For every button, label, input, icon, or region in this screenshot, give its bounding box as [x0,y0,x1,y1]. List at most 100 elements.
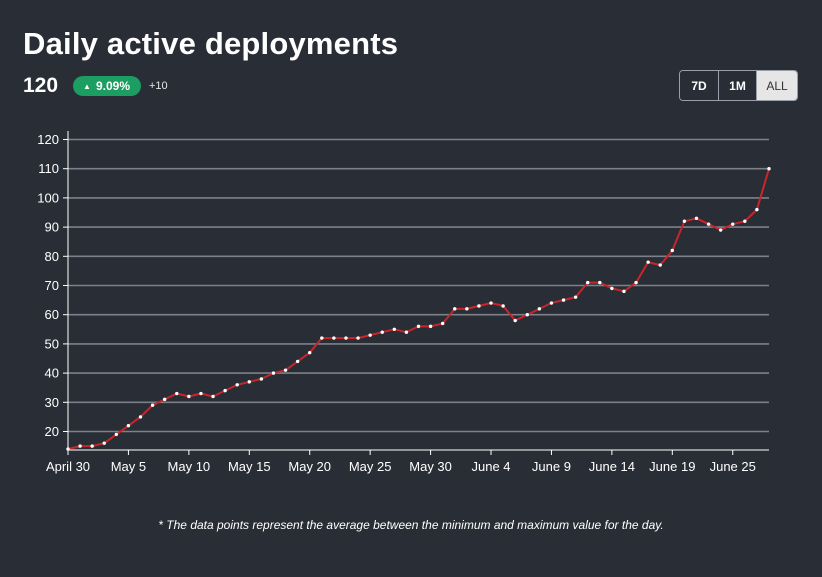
data-point [138,415,143,419]
data-point [271,371,276,375]
data-point [537,307,542,311]
data-point [392,327,397,331]
data-point [259,377,264,381]
data-point [332,336,336,340]
data-point [489,301,493,305]
y-tick-label: 120 [37,132,59,147]
data-point [66,447,70,451]
data-point [114,432,119,437]
data-point [380,330,384,334]
data-point [694,216,699,221]
x-tick-label: May 20 [288,459,331,474]
data-point [78,444,82,448]
data-point [344,336,348,340]
data-point [150,403,155,407]
data-point [320,336,324,340]
data-point [175,391,179,396]
data-point [211,394,215,399]
data-point [501,304,505,308]
y-tick-label: 80 [45,249,59,264]
change-absolute: +10 [149,80,168,92]
y-tick-label: 100 [37,190,59,205]
data-point [646,260,650,264]
data-point [598,280,602,285]
data-point [767,167,771,171]
data-point [610,286,614,291]
x-tick-label: June 4 [471,459,510,474]
range-7d-button[interactable]: 7D [680,71,718,100]
data-point [549,301,554,305]
x-tick-labels: April 30 May 5 May 10 May 15 May 20 May 25 May… [46,459,756,474]
data-point [573,295,578,299]
data-point [561,298,566,302]
data-point [440,321,445,326]
data-point [404,330,409,334]
x-tick-label: April 30 [46,459,90,474]
data-point [658,263,662,267]
x-tick-label: June 19 [649,459,695,474]
data-point [428,324,433,329]
data-point [513,318,517,323]
y-tick-label: 110 [38,161,59,176]
grid-lines [68,138,769,433]
range-all-button[interactable]: ALL [756,71,797,100]
range-1m-button[interactable]: 1M [718,71,756,100]
x-tick-label: May 30 [409,459,452,474]
data-point [102,441,106,445]
data-point [416,324,421,329]
change-percent: 9.09% [95,79,130,93]
x-tick-label: May 15 [228,459,271,474]
data-point [247,380,251,384]
axes [63,131,769,455]
y-tick-label: 30 [45,395,59,410]
y-tick-label: 90 [45,220,59,235]
data-point [235,383,239,387]
change-badge: ▲ 9.09% [73,76,141,96]
x-tick-label: June 14 [589,459,635,474]
x-tick-label: May 5 [111,459,146,474]
y-tick-label: 40 [45,366,59,381]
y-tick-label: 60 [45,307,59,322]
data-point [670,248,675,253]
y-tick-label: 20 [45,424,59,439]
data-point [90,444,94,448]
data-point [356,336,360,340]
data-point [295,359,300,364]
current-value: 120 [23,74,59,97]
page-title: Daily active deployments [23,26,399,61]
data-point [199,391,203,396]
y-tick-label: 50 [45,336,59,351]
data-point [368,333,372,337]
metric-summary: 120 ▲ 9.09% +10 [23,74,168,98]
data-point [525,313,529,317]
data-point [682,219,687,223]
y-tick-labels: 20 30 40 50 60 70 80 90 100 110 120 [37,132,59,439]
data-point [465,307,469,311]
data-point [755,207,759,212]
range-selector: 7D 1M ALL [679,70,798,101]
data-point [731,222,735,226]
data-point [622,289,626,294]
data-point [308,350,312,355]
data-point [453,307,457,311]
x-tick-label: May 25 [349,459,392,474]
data-point [283,368,288,372]
arrow-up-icon: ▲ [83,81,91,91]
data-point [223,388,227,393]
y-tick-label: 70 [45,278,59,293]
x-tick-label: June 9 [532,459,571,474]
data-point [162,397,167,402]
series-layer [66,167,771,451]
footnote: * The data points represent the average … [158,518,664,532]
data-point [187,394,191,399]
data-point [718,228,723,232]
series-line [67,168,770,450]
data-point [706,222,711,226]
data-point [634,280,638,285]
data-point [743,219,747,223]
data-point [477,304,481,308]
data-point [586,280,590,285]
data-point [126,423,131,428]
x-tick-label: June 25 [710,459,756,474]
